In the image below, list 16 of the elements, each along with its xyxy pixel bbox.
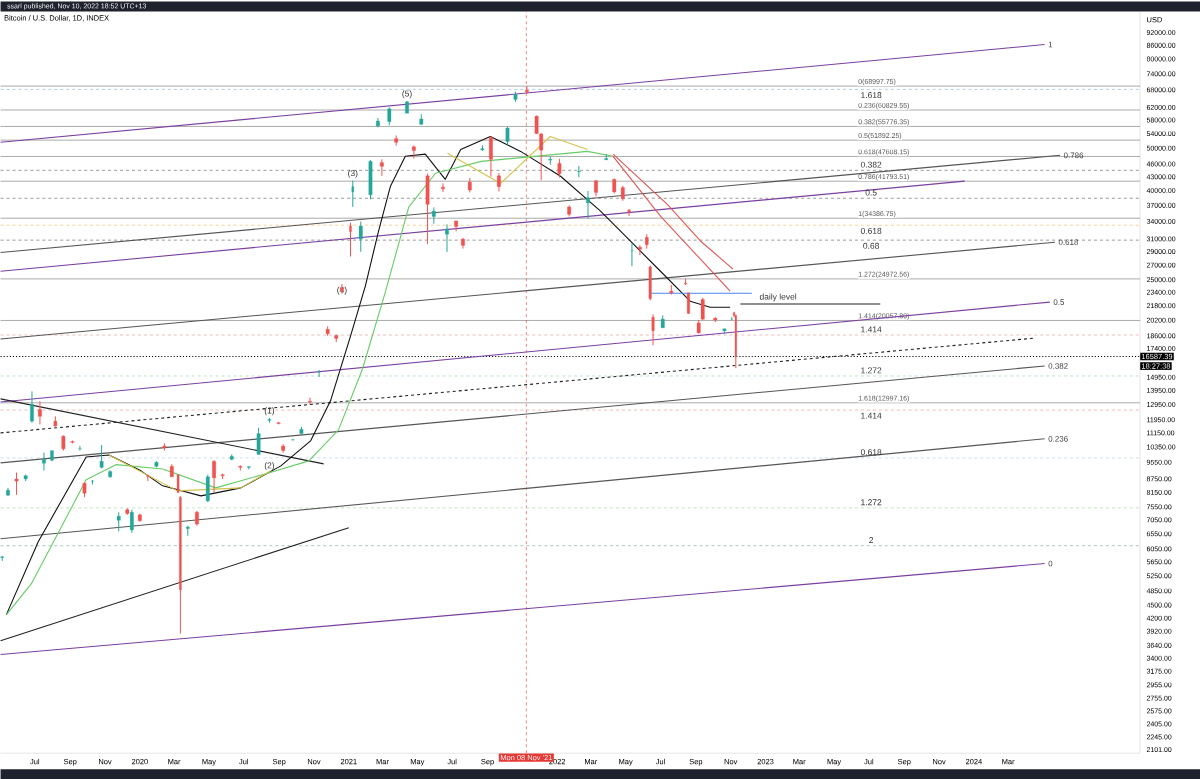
annotation: 0.618 (860, 449, 882, 456)
annotation: daily level (759, 293, 797, 302)
annotation: 0.382 (860, 161, 882, 168)
annotation: 0.5 (865, 189, 877, 196)
annotation: 1.414 (861, 412, 882, 419)
annotation: 0.68 (863, 242, 879, 249)
annotation: 0.618 (860, 227, 882, 234)
annotation: (3) (348, 169, 358, 178)
annotation: 2 (869, 537, 874, 543)
annotation: 1.414 (861, 326, 882, 333)
annotation: 1.272 (861, 499, 882, 506)
annotation: 1.618 (861, 92, 882, 98)
annotation: (5) (402, 90, 412, 99)
annotation: (1) (264, 407, 275, 416)
annotation: (2) (264, 462, 275, 470)
annotation: 1.272 (861, 367, 882, 374)
